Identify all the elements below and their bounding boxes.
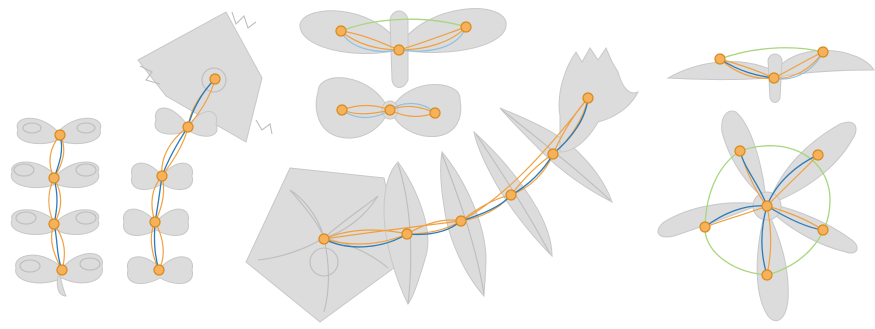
small-wing-shape — [315, 77, 462, 139]
top-wing-nodes — [335, 21, 472, 56]
star-node — [812, 149, 824, 161]
butterfly-node — [56, 264, 68, 276]
big-flower-shape — [245, 167, 403, 323]
right-wing-node — [768, 72, 780, 84]
right-wing-node — [817, 46, 829, 58]
star-nodes — [699, 145, 829, 281]
panel-five-petal-star — [657, 110, 858, 322]
panel-pentagon-chain — [122, 11, 273, 285]
small-wing-node — [336, 104, 348, 116]
star-node — [734, 145, 746, 157]
panel-flower-chain — [245, 46, 640, 323]
small-wing-nodes — [336, 104, 441, 119]
flower-chain-node — [505, 189, 517, 201]
pentagon-chain-node — [149, 216, 161, 228]
flower-chain-node — [547, 148, 559, 160]
butterfly-edges — [48, 134, 65, 271]
flower-chain-node — [455, 215, 467, 227]
butterfly-node — [54, 129, 66, 141]
star-node — [699, 221, 711, 233]
butterfly-shape-2 — [10, 161, 100, 189]
small-wing-node — [384, 104, 396, 116]
flower-chain-node — [318, 233, 330, 245]
pentagon-chain-node — [156, 170, 168, 182]
star-node — [761, 200, 773, 212]
star-node — [817, 224, 829, 236]
pentagon-chain-node — [209, 73, 221, 85]
pentagon-shape — [137, 11, 273, 143]
pentagon-chain-node — [153, 264, 165, 276]
panel-butterfly-column — [10, 117, 103, 297]
flower-chain-node — [582, 92, 594, 104]
star-node — [761, 269, 773, 281]
top-wing-node — [460, 21, 472, 33]
pentagon-chain-nodes — [149, 73, 221, 276]
flower-chain-node — [401, 228, 413, 240]
small-wing-node — [429, 107, 441, 119]
panel-top-wing-pair — [299, 8, 507, 88]
right-wing-node — [714, 53, 726, 65]
panel-small-wing-pair — [315, 77, 462, 139]
star-petal-shapes — [657, 110, 858, 322]
panel-right-wing-pair — [666, 46, 875, 103]
butterfly-nodes — [48, 129, 68, 276]
flower-chain-nodes — [318, 92, 594, 245]
butterfly-node — [48, 218, 60, 230]
top-wing-node — [335, 25, 347, 37]
butterfly-node — [48, 172, 60, 184]
pentagon-chain-node — [182, 121, 194, 133]
tulip-shape — [558, 46, 640, 153]
top-wing-node — [393, 44, 405, 56]
right-wing-nodes — [714, 46, 829, 84]
